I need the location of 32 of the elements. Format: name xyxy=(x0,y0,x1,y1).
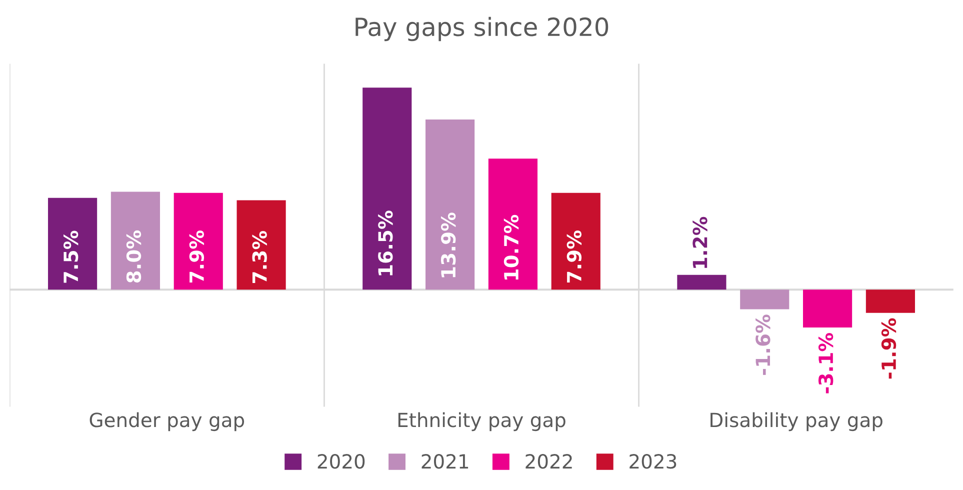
bar xyxy=(362,88,412,290)
data-label: 1.2% xyxy=(692,216,708,268)
legend-label: 2021 xyxy=(422,454,468,469)
legend-label: 2023 xyxy=(630,454,676,469)
bar xyxy=(174,192,223,290)
bar xyxy=(488,158,538,290)
bar xyxy=(426,120,475,290)
x-tick-label: Ethnicity pay gap xyxy=(398,412,566,432)
bar xyxy=(48,198,98,290)
legend-label: 2022 xyxy=(526,454,572,469)
bar xyxy=(236,200,286,290)
legend-label: 2020 xyxy=(318,454,365,469)
x-tick-label: Disability pay gap xyxy=(710,412,882,432)
data-label: 7.9% xyxy=(566,230,582,283)
data-label: 13.9% xyxy=(440,212,456,278)
bar xyxy=(110,192,160,290)
data-label: -1.9% xyxy=(881,318,896,379)
data-label: -3.1% xyxy=(818,332,834,394)
bar xyxy=(803,290,852,328)
x-tick-label: Gender pay gap xyxy=(90,412,244,432)
data-label: 7.9% xyxy=(189,230,204,283)
data-label: 7.3% xyxy=(252,230,267,283)
data-label: 8.0% xyxy=(126,230,142,283)
bar xyxy=(866,290,915,313)
data-label: 7.5% xyxy=(63,230,78,283)
data-label: 16.5% xyxy=(378,210,393,276)
chart-title: Pay gaps since 2020 xyxy=(356,16,608,42)
bar xyxy=(677,274,726,290)
bar xyxy=(551,192,600,290)
data-label: -1.6% xyxy=(756,314,770,375)
bar xyxy=(740,290,790,310)
data-label: 10.7% xyxy=(504,214,519,280)
